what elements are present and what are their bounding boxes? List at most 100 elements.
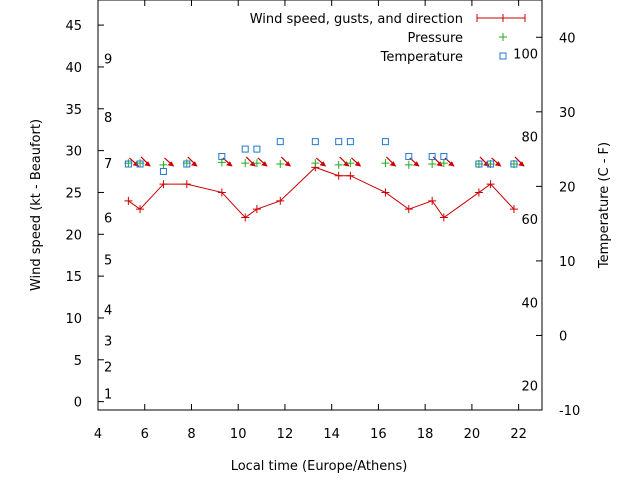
pressure-point: [311, 159, 320, 168]
temperature-point: [311, 138, 319, 146]
wind-point: [404, 205, 413, 214]
temperature-point: [487, 160, 495, 168]
fahrenheit-label: 40: [521, 297, 538, 312]
x-tick-label: 6: [141, 427, 149, 442]
y2-tick-label: 0: [559, 329, 567, 344]
wind-point: [428, 196, 437, 205]
y2-tick-label: 40: [559, 31, 576, 46]
wind-speed-line: [128, 166, 515, 219]
temperature-point: [136, 160, 144, 168]
axes-group: 4 6 8 10 12 14 16 18 20 22051015202530354045-1001…: [65, 0, 580, 442]
wind-point: [217, 188, 226, 197]
y-tick-label: 40: [65, 61, 82, 76]
legend-symbol-pressure: [499, 33, 507, 41]
beaufort-label: 7: [104, 157, 112, 172]
beaufort-label: 3: [104, 335, 112, 350]
temperature-point: [510, 160, 518, 168]
beaufort-label: 8: [104, 111, 112, 126]
wind-direction-arrowhead: [494, 161, 502, 167]
wind-direction-arrowhead: [448, 161, 455, 167]
wind-direction-arrowhead: [284, 161, 291, 167]
data-group: [124, 138, 525, 222]
temperature-point: [159, 167, 167, 175]
beaufort-label: 9: [104, 53, 112, 68]
plot-frame: [97, 0, 543, 411]
y2-tick-label: 10: [559, 255, 576, 270]
y-tick-label: 45: [65, 19, 82, 34]
pressure-point: [334, 160, 343, 169]
y2-tick-label: 20: [559, 180, 576, 195]
fahrenheit-label: 60: [521, 213, 538, 228]
beaufort-label: 2: [104, 360, 112, 375]
temperature-point: [241, 145, 249, 153]
temperature-point: [183, 160, 191, 168]
x-tick-label: 16: [370, 427, 387, 442]
wind-direction-arrowhead: [190, 161, 198, 167]
wind-direction-arrowhead: [261, 161, 268, 167]
legend-symbol-wind: [476, 14, 526, 22]
wind-point: [241, 213, 250, 222]
temperature-point: [381, 138, 389, 146]
y2-tick-label: 30: [559, 106, 576, 121]
pressure-point: [252, 159, 261, 168]
beaufort-label: 5: [104, 253, 112, 268]
legend-label: Wind speed, gusts, and direction: [250, 12, 463, 27]
wind-point: [346, 171, 355, 180]
legend-label: Pressure: [407, 31, 463, 46]
wind-point: [182, 180, 191, 189]
temperature-point: [335, 138, 343, 146]
x-tick-label: 20: [464, 427, 481, 442]
pressure-point: [276, 160, 285, 168]
wind-point: [276, 196, 285, 205]
beaufort-label: 4: [104, 304, 112, 319]
x-tick-label: 12: [277, 427, 294, 442]
fahrenheit-label: 20: [521, 379, 538, 394]
beaufort-label: 6: [104, 212, 112, 227]
temperature-point: [276, 138, 284, 146]
wind-direction-arrowhead: [226, 161, 233, 167]
y-tick-label: 0: [74, 396, 82, 411]
pressure-point: [439, 159, 448, 168]
wind-direction-arrowhead: [342, 161, 350, 167]
y-tick-label: 30: [65, 145, 82, 160]
x-tick-label: 8: [187, 427, 195, 442]
pressure-point: [404, 160, 413, 169]
y-tick-label: 15: [65, 270, 82, 285]
y2-tick-label: -10: [559, 404, 580, 419]
wind-point: [159, 180, 168, 189]
wind-point: [439, 213, 448, 222]
y-tick-label: 5: [74, 354, 82, 369]
legend-symbol-temperature: [499, 52, 507, 60]
temperature-point: [346, 138, 354, 146]
wind-point: [486, 180, 495, 189]
wind-point: [381, 188, 390, 197]
temperature-point: [405, 153, 413, 161]
wind-point: [509, 205, 518, 214]
x-axis-label: Local time (Europe/Athens): [231, 459, 408, 474]
x-tick-label: 18: [417, 427, 434, 442]
pressure-point: [381, 159, 390, 168]
x-tick-label: 22: [510, 427, 527, 442]
pressure-point: [241, 159, 250, 168]
wind-point: [136, 205, 145, 214]
wind-point: [252, 205, 261, 214]
beaufort-label: 1: [104, 387, 112, 402]
y-tick-label: 25: [65, 186, 82, 201]
wind-point: [334, 171, 343, 180]
temperature-point: [475, 160, 483, 168]
wind-point: [474, 188, 483, 197]
wind-direction-arrowhead: [518, 161, 525, 167]
wind-point: [124, 196, 133, 205]
pressure-point: [159, 160, 168, 169]
wind-direction-arrowhead: [412, 161, 420, 167]
temperature-point: [440, 153, 448, 161]
x-tick-label: 4: [94, 427, 102, 442]
y2-axis-label: Temperature (C - F): [597, 142, 612, 269]
wind-direction-arrowhead: [354, 161, 362, 167]
y-tick-label: 10: [65, 312, 82, 327]
fahrenheit-label: 100: [513, 48, 538, 63]
wind-direction-arrowhead: [144, 161, 151, 167]
y-tick-label: 20: [65, 228, 82, 243]
